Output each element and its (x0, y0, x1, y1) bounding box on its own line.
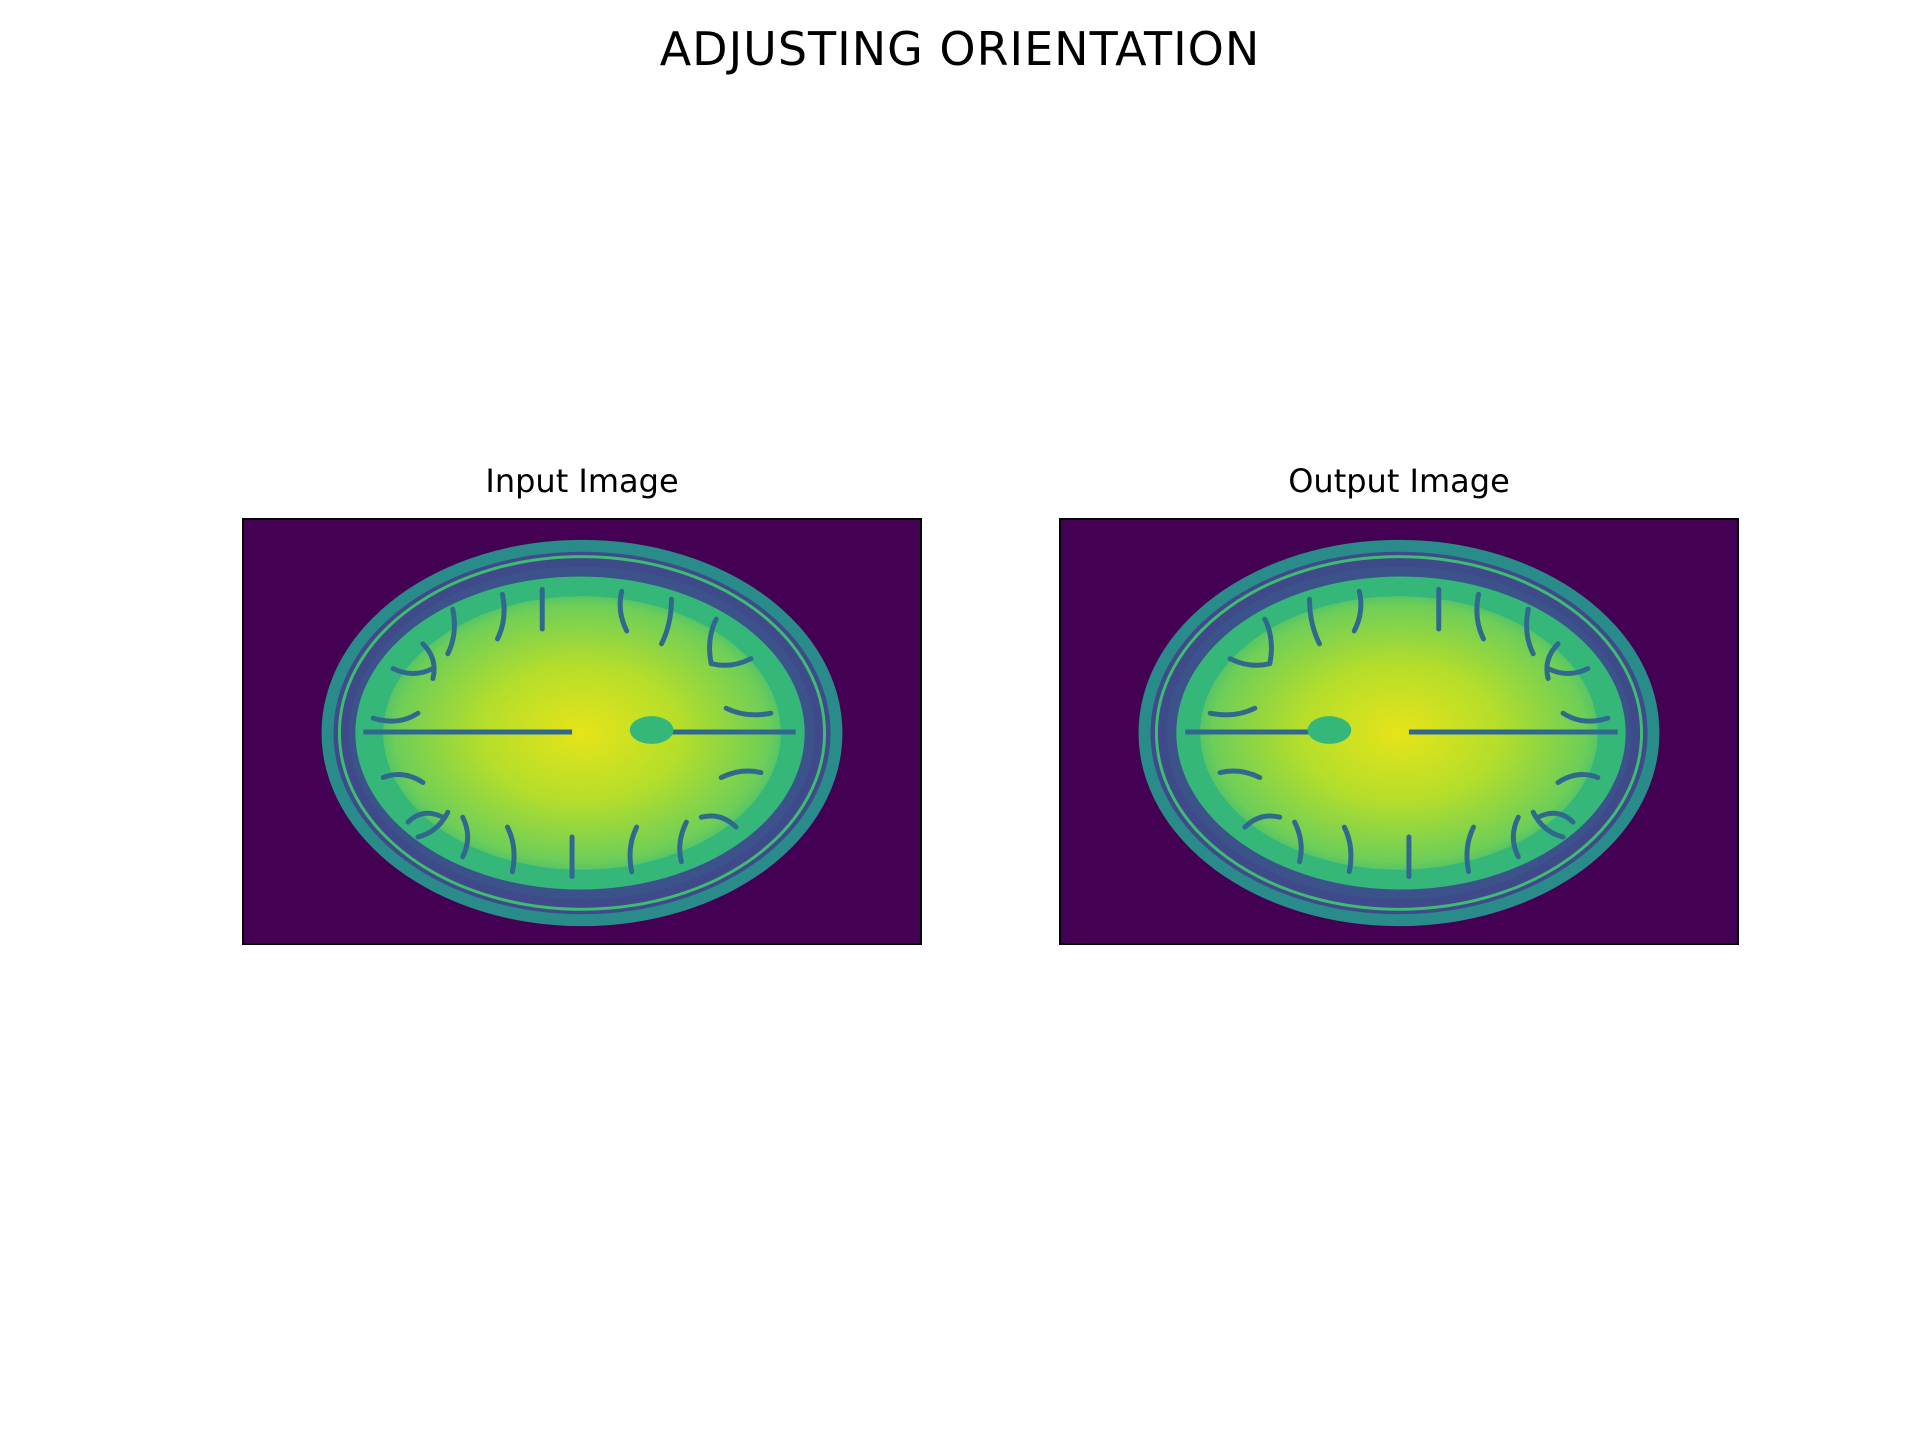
output-sulci (1207, 586, 1611, 880)
input-image-panel (242, 518, 922, 945)
output-image-title: Output Image (1288, 462, 1510, 500)
input-white-matter (383, 596, 781, 870)
input-sulci (370, 586, 774, 880)
output-brain-mri (1061, 520, 1737, 943)
input-brain-mri (244, 520, 920, 943)
input-image-title: Input Image (485, 462, 679, 500)
figure-title: ADJUSTING ORIENTATION (659, 22, 1261, 76)
output-white-matter (1200, 596, 1598, 870)
output-image-panel (1059, 518, 1739, 945)
